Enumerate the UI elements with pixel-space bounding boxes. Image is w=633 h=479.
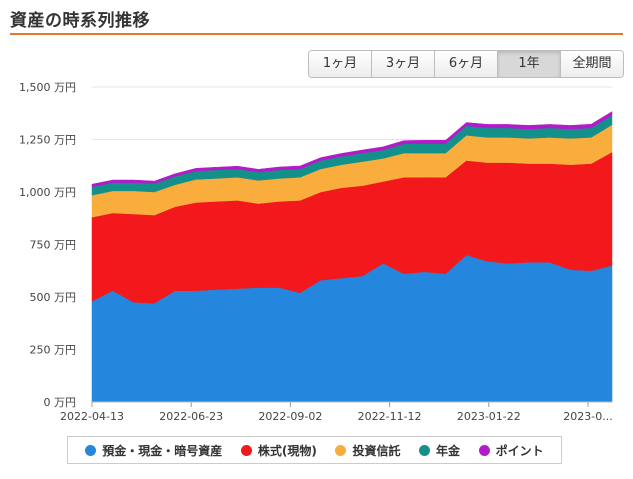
chart-legend: 預金・現金・暗号資産 株式(現物) 投資信託 年金 ポイント (67, 436, 562, 464)
period-tabs: 1ヶ月 3ヶ月 6ヶ月 1年 全期間 (308, 50, 624, 78)
x-tick-label: 2023-01-22 (457, 410, 521, 423)
legend-label: 投資信託 (352, 443, 401, 458)
tab-3-months[interactable]: 3ヶ月 (371, 51, 434, 77)
legend-dot (85, 444, 97, 456)
tab-1-month[interactable]: 1ヶ月 (309, 51, 371, 77)
legend-label: 年金 (436, 443, 461, 458)
legend-dot (335, 444, 347, 456)
area-series (91, 111, 613, 188)
y-tick-label: 0 万円 (44, 396, 77, 409)
legend-item-deposits[interactable]: 預金・現金・暗号資産 (85, 442, 222, 459)
legend-item-points[interactable]: ポイント (478, 442, 544, 459)
x-tick-label: 2022-06-23 (159, 410, 223, 423)
tab-all-period[interactable]: 全期間 (560, 51, 623, 77)
y-tick-label: 1,250 万円 (19, 134, 76, 147)
legend-label: 株式(現物) (257, 443, 317, 458)
legend-dot (478, 444, 490, 456)
stacked-areas (91, 111, 613, 403)
legend-label: 預金・現金・暗号資産 (102, 443, 223, 458)
y-tick-label: 1,500 万円 (19, 81, 76, 94)
axis-labels: 0 万円 250 万円 500 万円 750 万円 1,000 万円 1,250 万円 1,… (19, 81, 613, 423)
legend-item-funds[interactable]: 投資信託 (335, 442, 400, 459)
asset-history-chart: 0 万円 250 万円 500 万円 750 万円 1,000 万円 1,250 万円 1,… (19, 81, 613, 423)
y-tick-label: 250 万円 (30, 344, 77, 357)
tab-6-months[interactable]: 6ヶ月 (434, 51, 497, 77)
legend-item-stocks[interactable]: 株式(現物) (240, 442, 317, 459)
legend-dot (419, 444, 431, 456)
x-tick-label: 2023-0... (563, 410, 612, 423)
page-title: 資産の時系列推移 (10, 11, 150, 31)
title-underline (10, 33, 623, 35)
tab-1-year[interactable]: 1年 (497, 51, 560, 77)
y-tick-label: 1,000 万円 (19, 186, 76, 199)
legend-label: ポイント (495, 443, 544, 458)
x-tick-label: 2022-04-13 (60, 410, 124, 423)
y-tick-label: 750 万円 (30, 239, 77, 252)
legend-item-pension[interactable]: 年金 (419, 442, 460, 459)
x-tick-label: 2022-09-02 (258, 410, 322, 423)
legend-dot (240, 444, 252, 456)
y-tick-label: 500 万円 (30, 291, 77, 304)
x-tick-label: 2022-11-12 (358, 410, 422, 423)
